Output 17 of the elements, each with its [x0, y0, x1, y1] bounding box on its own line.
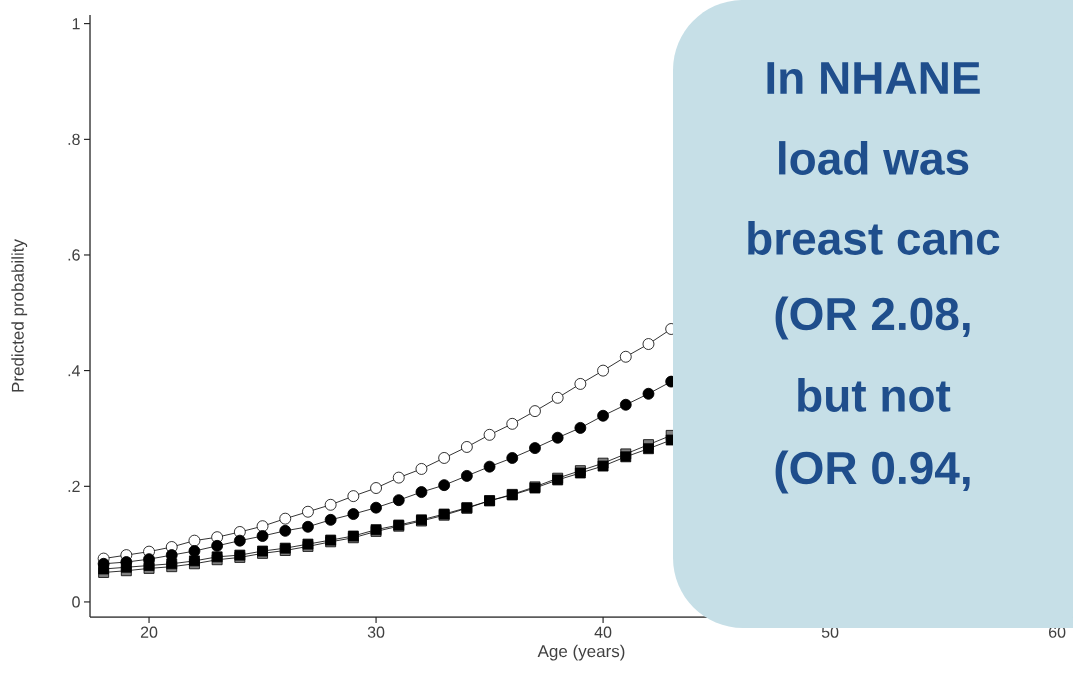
annotation: breast canc — [748, 221, 1000, 255]
annotation: load was — [779, 141, 969, 175]
x-tick-label: 40 — [594, 626, 612, 638]
y-tick-label: .4 — [68, 365, 80, 377]
y-tick-label: .2 — [68, 480, 80, 492]
annotation: but not — [798, 378, 951, 412]
y-axis-title: Predicted probability — [11, 239, 28, 392]
y-tick-label: .6 — [68, 249, 80, 261]
annotation: In NHANE — [767, 62, 980, 94]
y-tick-label: .8 — [68, 133, 80, 145]
annotation: (OR 0.94, — [775, 450, 970, 494]
y-tick-label: 0 — [72, 596, 80, 608]
x-tick-label: 20 — [140, 626, 158, 638]
y-tick-label: 1 — [72, 18, 80, 30]
x-axis-title: Age (years) — [537, 644, 625, 661]
annotation: (OR 2.08, — [775, 296, 970, 340]
x-tick-label: 30 — [367, 626, 385, 638]
